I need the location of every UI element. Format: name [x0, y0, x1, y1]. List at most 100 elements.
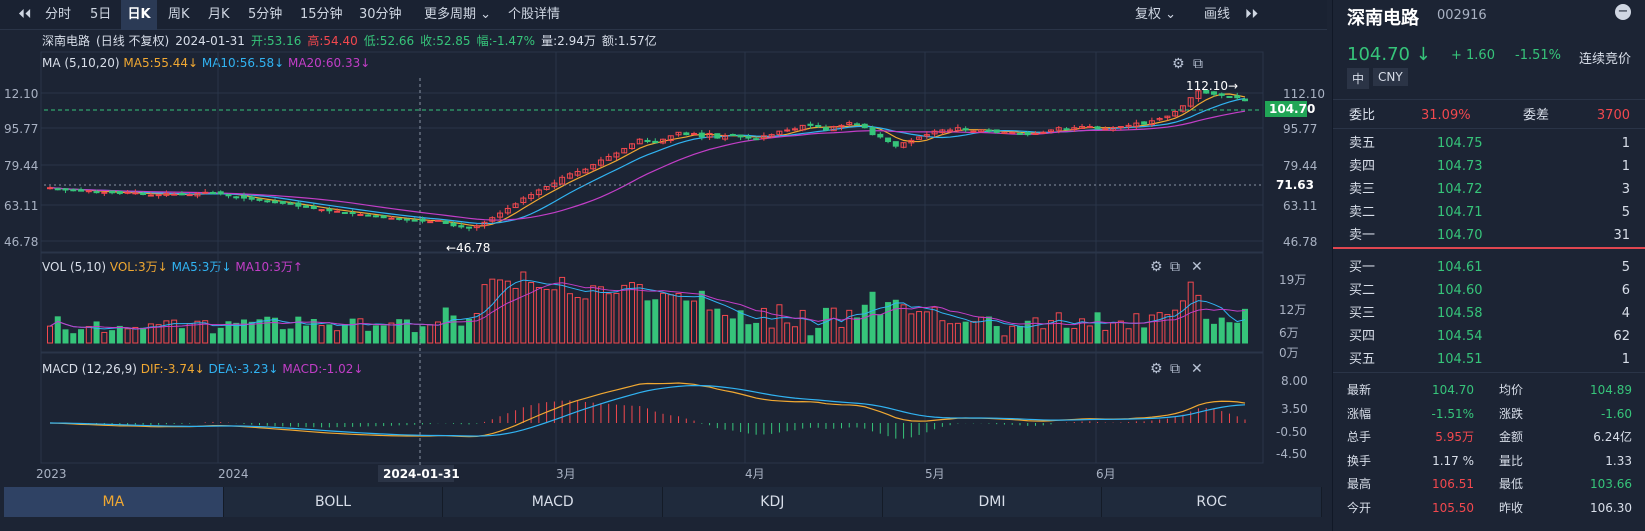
volume-bar	[85, 326, 92, 344]
candle-body	[807, 123, 814, 126]
volume-bar	[272, 317, 279, 344]
ask-label: 卖五	[1349, 136, 1376, 151]
close-icon[interactable]: ✕	[1191, 259, 1203, 275]
volume-bar	[388, 322, 395, 344]
x-axis-label: 6月	[1096, 467, 1116, 481]
ask-row[interactable]: 卖五 104.75 1	[1333, 132, 1645, 156]
window-icon[interactable]: ⧉	[1170, 361, 1180, 377]
settings-icon[interactable]: ⚙	[1150, 259, 1163, 275]
bid-label: 买五	[1349, 352, 1376, 367]
adjust-dropdown[interactable]: 复权 ⌄	[1135, 0, 1176, 30]
tab-roc[interactable]: ROC	[1102, 487, 1323, 517]
volume-bar	[287, 328, 294, 344]
candle-body	[1001, 131, 1008, 134]
volume-bar	[256, 319, 263, 344]
tab-ma[interactable]: MA	[4, 487, 224, 517]
bid-volume: 5	[1621, 260, 1630, 275]
volume-bar	[830, 307, 837, 344]
candle-body	[481, 221, 488, 226]
settings-icon[interactable]: ⚙	[1172, 56, 1185, 72]
tab-dmi[interactable]: DMI	[883, 487, 1103, 517]
bid-row[interactable]: 买五 104.51 1	[1333, 348, 1645, 372]
tab-macd[interactable]: MACD	[443, 487, 664, 517]
candle-body	[822, 127, 829, 131]
candle-body	[341, 212, 348, 215]
period-tab[interactable]: 周K	[168, 7, 190, 22]
candle-body	[923, 134, 930, 137]
stock-detail-link[interactable]: 个股详情	[508, 7, 561, 22]
volume-bar	[908, 313, 915, 344]
bar-volume: 量:2.94万	[541, 34, 596, 48]
volume-bar	[504, 280, 511, 344]
prev-icon[interactable]: ⏴⏴	[18, 7, 32, 22]
candle-body	[458, 225, 465, 228]
bid-row[interactable]: 买一 104.61 5	[1333, 256, 1645, 280]
tab-kdj[interactable]: KDJ	[663, 487, 883, 517]
candle-body	[947, 129, 954, 132]
bid-volume: 1	[1621, 352, 1630, 367]
period-tab[interactable]: 月K	[208, 7, 230, 22]
candle-body	[830, 126, 837, 132]
draw-line-button[interactable]: 画线	[1204, 7, 1231, 22]
ask-price: 104.71	[1437, 205, 1483, 220]
bid-row[interactable]: 买二 104.60 6	[1333, 279, 1645, 303]
ma-legend-label: MA (5,10,20)	[42, 56, 120, 70]
candle-body	[1117, 126, 1124, 129]
candle-body	[1187, 97, 1194, 107]
bid-row[interactable]: 买三 104.58 4	[1333, 302, 1645, 326]
quote-price-value: 104.70	[1347, 44, 1410, 65]
price-axis-left: 12.10	[4, 87, 38, 101]
period-tab[interactable]: 30分钟	[359, 7, 402, 22]
period-tab[interactable]: 分时	[45, 7, 72, 22]
price-axis-left: 95.77	[4, 122, 38, 136]
kline-chart[interactable]: 112.10→ ←46.78 104.70 71.63 12.10 95.77 …	[0, 0, 1327, 487]
volume-bar	[1001, 335, 1008, 344]
volume-bar	[427, 324, 434, 344]
ask-row[interactable]: 卖四 104.73 1	[1333, 155, 1645, 179]
volume-bar	[233, 322, 240, 344]
volume-bar	[869, 291, 876, 344]
volume-bar	[1195, 294, 1202, 344]
volume-bar	[1055, 312, 1062, 344]
volume-bar	[341, 324, 348, 344]
window-icon[interactable]: ⧉	[1170, 259, 1180, 275]
macd-axis: 8.00	[1281, 374, 1308, 388]
candle-body	[1242, 98, 1248, 102]
candle-body	[380, 215, 387, 219]
settings-icon[interactable]: ⚙	[1150, 361, 1163, 377]
ask-row[interactable]: 卖一 104.70 31	[1333, 224, 1645, 248]
candle-body	[644, 139, 651, 143]
volume-bar	[985, 316, 992, 344]
ma20-value: MA20:60.33↓	[287, 56, 371, 70]
volume-bar	[93, 321, 100, 344]
adjust-label: 复权	[1135, 7, 1162, 22]
more-periods-dropdown[interactable]: 更多周期 ⌄	[424, 0, 491, 30]
vol-ma10-line	[49, 282, 1246, 330]
candle-body	[78, 189, 85, 192]
candle-body	[931, 130, 938, 135]
ask-row[interactable]: 卖三 104.72 3	[1333, 178, 1645, 202]
volume-bar	[279, 329, 286, 344]
period-tab[interactable]: 5日	[90, 7, 112, 22]
window-icon[interactable]: ⧉	[1193, 56, 1203, 72]
macd-legend: MACD (12,26,9) DIF:-3.74↓ DEA:-3.23↓ MAC…	[42, 361, 363, 377]
collapse-icon[interactable]: −	[1615, 4, 1631, 20]
period-tab[interactable]: 15分钟	[300, 7, 343, 22]
candle-body	[1203, 89, 1210, 94]
more-periods-label: 更多周期	[424, 7, 477, 22]
period-tab-active[interactable]: 日K	[121, 0, 157, 30]
bid-label: 买二	[1349, 283, 1376, 298]
x-axis-label: 2023	[36, 467, 67, 481]
quote-panel: 深南电路 002916 − 104.70 ↓ + 1.60 -1.51% 连续竞…	[1332, 0, 1645, 531]
volume-bar	[520, 271, 527, 344]
next-icon[interactable]: ⏵⏵	[1245, 7, 1258, 22]
bid-row[interactable]: 买四 104.54 62	[1333, 325, 1645, 349]
currency-tag: CNY	[1373, 68, 1408, 86]
tab-boll[interactable]: BOLL	[224, 487, 444, 517]
volume-bar	[1164, 314, 1171, 344]
volume-bar	[1117, 320, 1124, 344]
period-tab[interactable]: 5分钟	[248, 7, 283, 22]
close-icon[interactable]: ✕	[1191, 361, 1203, 377]
order-ratio-row: 委比 31.09% 委差 3700	[1333, 104, 1645, 128]
ask-row[interactable]: 卖二 104.71 5	[1333, 201, 1645, 225]
